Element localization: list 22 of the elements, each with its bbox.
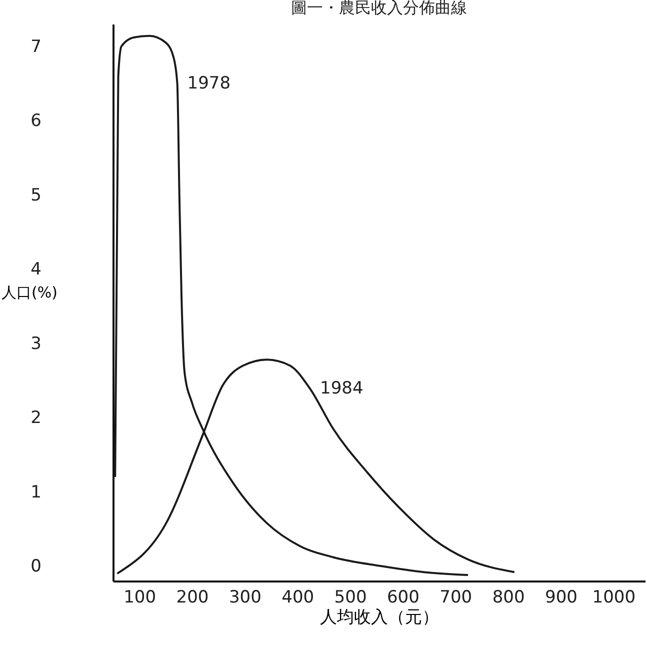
y-tick-label: 5 [30,185,42,206]
x-tick-label: 700 [440,588,472,608]
y-axis-title: 人口(%) [2,284,58,302]
y-tick-label: 7 [30,36,42,57]
x-tick-label: 900 [544,588,578,608]
x-tick-label: 500 [334,588,367,608]
y-tick-label: 1 [30,482,42,502]
y-tick-label: 2 [30,408,42,428]
y-tick-label: 3 [30,334,42,354]
x-tick-label: 400 [282,588,314,608]
x-tick-label: 300 [228,588,262,608]
chart-title: 圖一・農民收入分佈曲線 [291,0,467,17]
x-tick-label: 200 [176,588,209,608]
y-tick-label: 6 [30,111,42,132]
series-label: 1984 [320,378,364,399]
y-tick-label: 4 [30,260,42,280]
x-tick-label: 100 [124,588,156,608]
x-tick-label: 600 [386,588,420,608]
x-tick-label: 1000 [592,588,636,608]
series-label: 1978 [187,73,231,94]
y-tick-label: 0 [30,556,42,577]
x-tick-label: 800 [492,588,525,608]
